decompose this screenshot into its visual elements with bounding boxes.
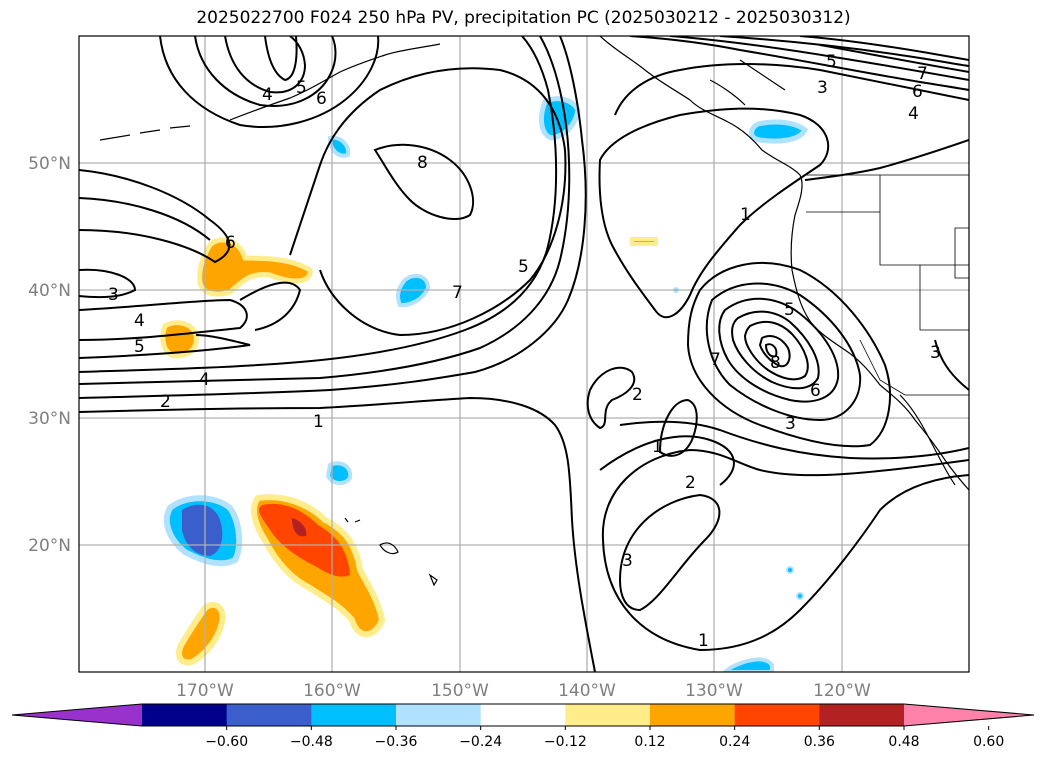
lon-label: 150°W bbox=[431, 681, 489, 701]
lon-label: 130°W bbox=[685, 681, 743, 701]
contour-label: 6 bbox=[810, 381, 821, 401]
lat-label: 20°N bbox=[28, 536, 71, 556]
colorbar-tick-label: −0.48 bbox=[290, 734, 333, 750]
colorbar-tick-label: −0.24 bbox=[459, 734, 502, 750]
contour-label: 2 bbox=[632, 385, 643, 405]
contour-label: 6 bbox=[225, 233, 236, 253]
colorbar-tick-label: 0.36 bbox=[804, 734, 835, 750]
contour-label: 5 bbox=[784, 300, 795, 320]
colorbar-extend-high bbox=[904, 704, 1034, 726]
colorbar-outline bbox=[11, 703, 1035, 727]
lon-label: 170°W bbox=[176, 681, 234, 701]
contour-label: 3 bbox=[785, 414, 796, 434]
contour-label: 2 bbox=[685, 473, 696, 493]
precip-negative-anomalies bbox=[163, 96, 809, 672]
lon-label: 160°W bbox=[303, 681, 361, 701]
lon-label: 140°W bbox=[558, 681, 616, 701]
political-borders bbox=[806, 174, 969, 396]
contour-label: 5 bbox=[296, 78, 307, 98]
map-frame bbox=[78, 35, 970, 673]
colorbar-segment bbox=[734, 704, 820, 726]
latitude-labels: 50°N 40°N 30°N 20°N bbox=[28, 154, 71, 556]
pv-contours bbox=[79, 36, 969, 672]
colorbar-segment bbox=[142, 704, 228, 726]
contour-label: 3 bbox=[930, 343, 941, 363]
contour-label: 2 bbox=[160, 392, 171, 412]
contour-label: 1 bbox=[698, 631, 709, 651]
contour-label: 8 bbox=[770, 353, 781, 373]
colorbar-segment bbox=[650, 704, 736, 726]
contour-label: 5 bbox=[826, 52, 837, 72]
colorbar-segment bbox=[480, 704, 566, 726]
colorbar-tick-label: 0.60 bbox=[973, 734, 1004, 750]
colorbar-tick-label: 0.48 bbox=[888, 734, 919, 750]
contour-label: 3 bbox=[108, 285, 119, 305]
colorbar-tick-label: −0.12 bbox=[544, 734, 587, 750]
map-area bbox=[79, 36, 969, 672]
coastlines bbox=[99, 36, 969, 587]
colorbar-extend-low bbox=[12, 704, 142, 726]
contour-label: 1 bbox=[313, 412, 324, 432]
contour-label: 3 bbox=[817, 78, 828, 98]
contour-label: 4 bbox=[262, 85, 273, 105]
contour-label: 1 bbox=[652, 437, 663, 457]
contour-label: 7 bbox=[710, 350, 721, 370]
contour-label: 4 bbox=[199, 370, 210, 390]
lat-label: 30°N bbox=[28, 409, 71, 429]
map-title: 2025022700 F024 250 hPa PV, precipitatio… bbox=[196, 8, 851, 28]
lat-label: 40°N bbox=[28, 281, 71, 301]
colorbar-segment bbox=[396, 704, 482, 726]
colorbar-tick-label: −0.36 bbox=[375, 734, 418, 750]
contour-label: 6 bbox=[316, 89, 327, 109]
colorbar-segment bbox=[311, 704, 397, 726]
contour-label: 5 bbox=[518, 257, 529, 277]
contour-label: 7 bbox=[452, 283, 463, 303]
contour-labels: 3 4 5 4 2 1 6 8 7 5 4 5 6 1 5 3 7 6 4 5 … bbox=[108, 52, 941, 651]
contour-label: 1 bbox=[740, 205, 751, 225]
colorbar-tick-label: −0.60 bbox=[205, 734, 248, 750]
contour-label: 6 bbox=[912, 82, 923, 102]
colorbar: −0.60 −0.48 −0.36 −0.24 −0.12 0.12 0.24 0.36 0.4… bbox=[11, 703, 1035, 750]
contour-label: 7 bbox=[917, 64, 928, 84]
colorbar-segment bbox=[565, 704, 651, 726]
contour-label: 8 bbox=[417, 153, 428, 173]
contour-label: 3 bbox=[622, 551, 633, 571]
colorbar-tick-label: 0.12 bbox=[634, 734, 665, 750]
contour-label: 4 bbox=[908, 104, 919, 124]
lat-label: 50°N bbox=[28, 154, 71, 174]
lon-label: 120°W bbox=[813, 681, 871, 701]
colorbar-segment bbox=[226, 704, 312, 726]
contour-label: 5 bbox=[134, 337, 145, 357]
colorbar-segment bbox=[819, 704, 905, 726]
longitude-labels: 170°W 160°W 150°W 140°W 130°W 120°W bbox=[176, 681, 871, 701]
colorbar-tick-label: 0.24 bbox=[719, 734, 750, 750]
contour-label: 4 bbox=[134, 311, 145, 331]
